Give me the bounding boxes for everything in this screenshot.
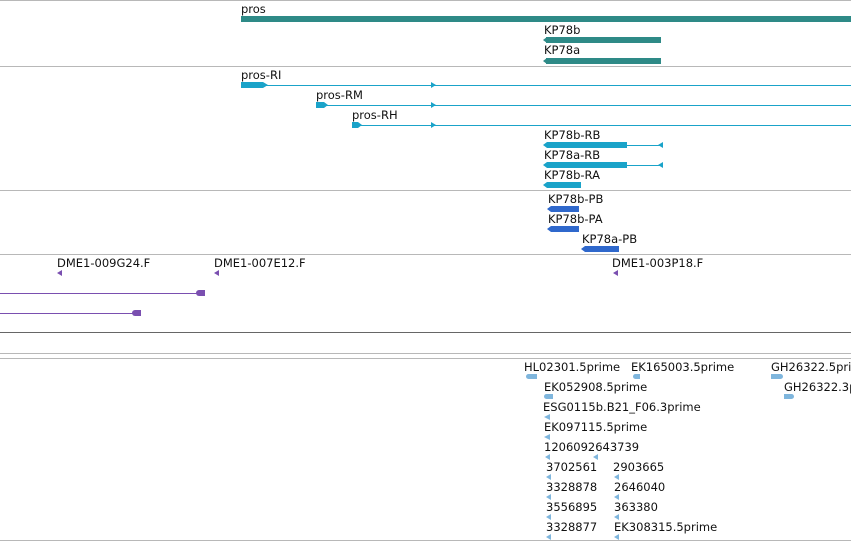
est-label: GH26322.3prime [784,380,851,394]
protein-label-kp78b-pa: KP78b-PA [548,212,603,226]
transcript-arrow-pros-ri-2 [431,82,436,88]
est-marker[interactable] [544,414,550,420]
clone-marker-dme1-003p18[interactable] [613,270,618,276]
est-label: EK097115.5prime [544,420,648,434]
est-marker[interactable] [546,474,551,480]
gene-label-pros: pros [241,2,266,16]
est-marker[interactable] [544,394,553,399]
est-marker[interactable] [784,394,794,399]
bottom-border [0,540,851,541]
transcript-label-pros-ri: pros-RI [241,68,282,82]
track-separator [0,358,851,359]
gene-arrow-kp78b [543,37,547,43]
transcript-label-kp78b-rb: KP78b-RB [544,128,601,142]
track-separator [0,66,851,67]
protein-arrow-kp78b-pa [547,226,551,232]
est-marker[interactable] [546,494,551,500]
top-border [0,0,851,1]
est-marker[interactable] [633,374,640,379]
est-marker[interactable] [614,494,619,500]
transcript-arrow-kp78b-rb [543,142,547,148]
est-marker[interactable] [614,534,619,540]
transcript-exon-kp78b-rb[interactable] [547,142,627,148]
protein-label-kp78b-pb: KP78b-PB [548,192,604,206]
est-marker[interactable] [545,454,550,460]
est-marker[interactable] [546,534,551,540]
est-label: EK052908.5prime [544,380,648,394]
est-label: 3702561 [546,460,598,474]
est-label: 2903665 [613,460,665,474]
est-label: 3556895 [546,500,598,514]
est-label: 3328877 [546,520,598,534]
est-marker[interactable] [526,374,537,379]
transcript-arrow-kp78b-ra [543,182,547,188]
est-label: GH26322.5prime [771,360,851,374]
est-marker[interactable] [614,514,619,520]
gene-arrow-kp78a [543,58,547,64]
protein-bar-kp78a-pb[interactable] [585,246,619,252]
clone-span-end [132,310,141,316]
est-marker[interactable] [771,374,783,379]
est-label: 3328878 [546,480,598,494]
est-label: 1206092643739 [544,440,640,454]
transcript-label-kp78a-rb: KP78a-RB [544,148,601,162]
gene-bar-kp78b[interactable] [546,37,661,43]
est-marker[interactable] [614,474,619,480]
transcript-exon-kp78b-ra[interactable] [547,182,581,188]
transcript-label-pros-rh: pros-RH [352,108,398,122]
transcript-arrow-pros-rm-2 [431,102,436,108]
transcript-intron-pros-rh [358,125,851,126]
protein-arrow-kp78a-pb [581,246,585,252]
clone-span-line[interactable] [0,313,134,314]
est-label: 363380 [614,500,658,514]
transcript-intron-pros-ri [263,85,851,86]
transcript-exon-pros-rm[interactable] [316,102,324,108]
clone-marker-dme1-009g24[interactable] [57,270,62,276]
clone-span-line[interactable] [0,293,198,294]
track-separator [0,190,851,191]
protein-arrow-kp78b-pb [547,206,551,212]
protein-bar-kp78b-pa[interactable] [551,226,579,232]
est-label: EK165003.5prime [631,360,735,374]
transcript-arrow-kp78a-rb [543,162,547,168]
est-marker[interactable] [593,454,598,460]
est-label: 2646040 [614,480,666,494]
gene-bar-pros[interactable] [241,16,851,22]
est-label: HL02301.5prime [524,360,621,374]
transcript-label-pros-rm: pros-RM [316,88,363,102]
gene-bar-kp78a[interactable] [546,58,661,64]
gene-label-kp78a: KP78a [544,43,581,57]
track-separator [0,353,851,354]
clone-label-dme1-003p18: DME1-003P18.F [612,256,704,270]
transcript-end-kp78b-rb [658,142,663,148]
clone-label-dme1-007e12: DME1-007E12.F [214,256,306,270]
transcript-arrow-pros-rh-2 [431,122,436,128]
track-separator [0,254,851,255]
transcript-exon-pros-rh[interactable] [352,122,358,128]
transcript-label-kp78b-ra: KP78b-RA [544,168,600,182]
transcript-exon-pros-ri[interactable] [241,82,263,88]
est-label: EK308315.5prime [614,520,718,534]
est-label: ESG0115b.B21_F06.3prime [543,400,701,414]
protein-bar-kp78b-pb[interactable] [551,206,579,212]
transcript-end-kp78a-rb [658,162,663,168]
est-marker[interactable] [546,514,551,520]
protein-label-kp78a-pb: KP78a-PB [582,232,638,246]
transcript-intron-pros-rm [324,105,851,106]
clone-marker-dme1-007e12[interactable] [214,270,219,276]
track-separator [0,332,851,333]
gene-label-kp78b: KP78b [544,23,581,37]
est-marker[interactable] [544,434,550,440]
transcript-exon-kp78a-rb[interactable] [547,162,627,168]
clone-label-dme1-009g24: DME1-009G24.F [57,256,151,270]
clone-span-end [196,290,205,296]
transcript-intron-kp78b-rb [627,145,660,146]
transcript-intron-kp78a-rb [627,165,660,166]
